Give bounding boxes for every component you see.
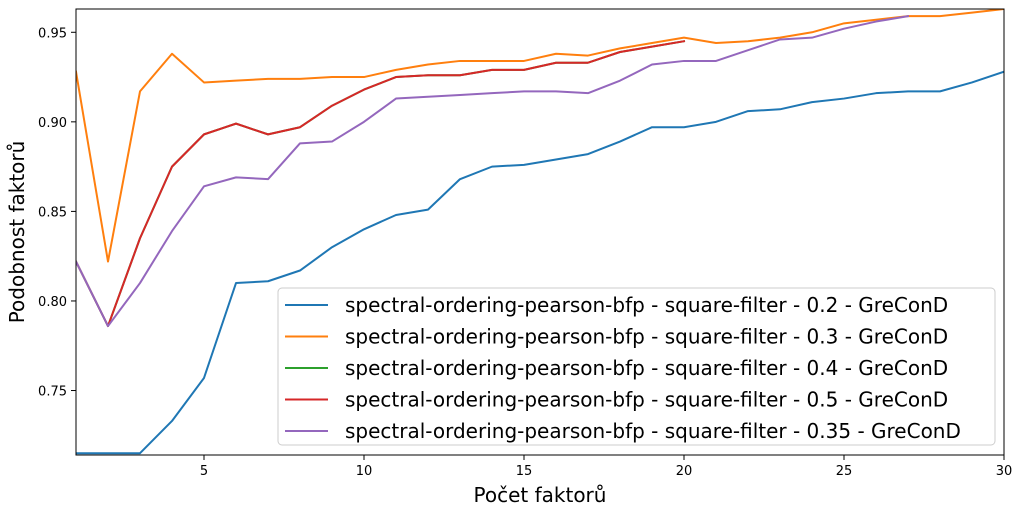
y-tick-label-1: 0.80 [38,295,67,310]
series-layer [76,9,1004,455]
y-axis-label: Podobnost faktorů [5,141,29,324]
legend: spectral-ordering-pearson-bfp - square-f… [277,287,996,446]
legend-label-2: spectral-ordering-pearson-bfp - square-f… [345,356,948,380]
series-line-1 [76,9,1004,263]
x-tick-label-3: 20 [676,464,693,479]
series-line-0 [76,70,1004,455]
x-axis: 5 10 15 20 25 30 [200,455,1012,479]
x-tick-label-5: 30 [996,464,1013,479]
y-axis: 0.75 0.80 0.85 0.90 0.95 [38,26,76,400]
legend-label-1: spectral-ordering-pearson-bfp - square-f… [345,325,948,349]
y-tick-label-4: 0.95 [38,26,67,41]
legend-box [277,287,996,446]
y-tick-label-2: 0.85 [38,205,67,220]
legend-label-0: spectral-ordering-pearson-bfp - square-f… [345,293,948,317]
series-line-3 [76,40,686,328]
x-tick-label-1: 10 [356,464,373,479]
x-tick-label-2: 15 [516,464,533,479]
legend-label-4: spectral-ordering-pearson-bfp - square-f… [345,419,961,443]
y-tick-label-0: 0.75 [38,385,67,400]
plot-frame [75,8,1005,456]
legend-label-3: spectral-ordering-pearson-bfp - square-f… [345,388,948,412]
y-tick-label-3: 0.90 [38,116,67,131]
x-tick-label-4: 25 [836,464,853,479]
series-line-4 [76,15,910,328]
x-tick-label-0: 5 [200,464,208,479]
x-axis-label: Počet faktorů [474,483,607,507]
